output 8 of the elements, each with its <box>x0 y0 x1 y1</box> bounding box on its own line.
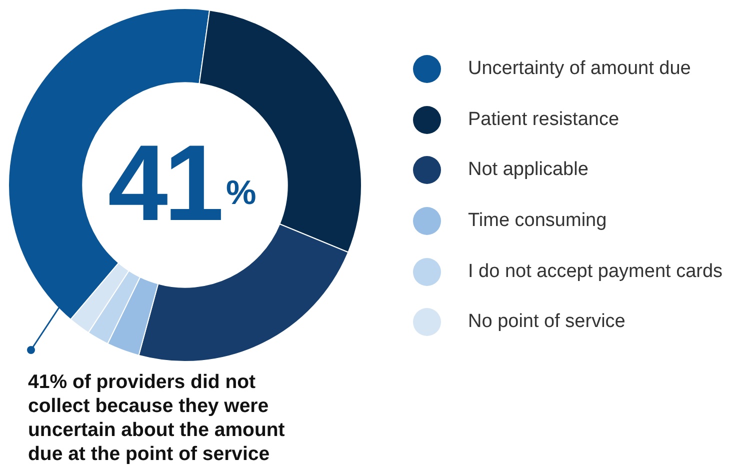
legend-label: No point of service <box>468 311 626 334</box>
legend-label: Time consuming <box>468 210 607 232</box>
text: 41$^{%}$ <box>106 122 258 243</box>
legend-label: Uncertainty of amount due <box>468 58 691 80</box>
legend-label: I do not accept payment cards <box>468 260 723 283</box>
legend-label: Patient resistance <box>468 108 620 131</box>
text: 41% of providers did not collect because they were uncertain about the amount due at the point of service <box>28 370 286 466</box>
legend-label: Not applicable <box>468 159 588 182</box>
